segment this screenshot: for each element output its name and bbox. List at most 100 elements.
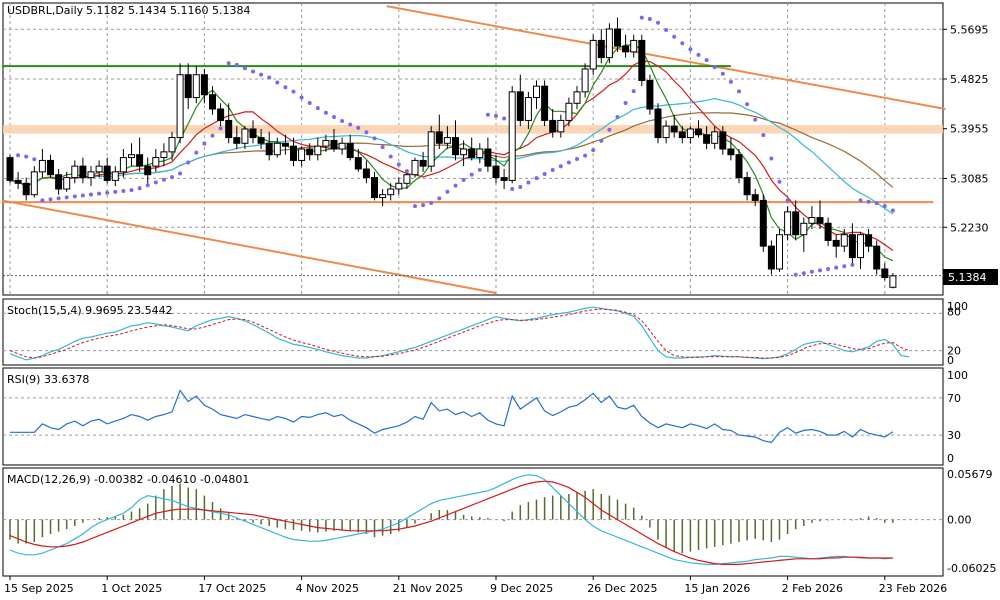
psar-dot: [445, 189, 450, 194]
x-tick-label: 23 Feb 2026: [879, 582, 947, 595]
psar-dot: [793, 272, 798, 277]
psar-dot: [890, 208, 895, 213]
candle-up: [662, 125, 670, 139]
macd-lines: [9, 474, 893, 566]
candle-up: [589, 39, 597, 70]
psar-dot: [194, 150, 199, 155]
candle-down: [678, 131, 686, 139]
psar-dot: [234, 62, 239, 67]
candle-down: [257, 137, 265, 144]
psar-dot: [850, 262, 855, 267]
psar-dot: [153, 180, 158, 185]
candle-down: [265, 142, 273, 156]
candle-up: [403, 174, 411, 184]
psar-dot: [56, 196, 61, 201]
psar-dot: [607, 127, 612, 132]
candle-up: [427, 131, 435, 167]
candle-up: [128, 154, 135, 159]
psar-dot: [866, 199, 871, 204]
candle-down: [654, 108, 662, 139]
psar-dot: [178, 171, 183, 176]
psar-dot: [712, 65, 717, 70]
psar-dot: [129, 188, 134, 193]
macd-pane-frame: [2, 467, 944, 577]
candle-up: [395, 182, 403, 190]
psar-dot: [396, 162, 401, 167]
psar-dot: [145, 183, 150, 188]
psar-dot: [461, 177, 466, 182]
candle-up: [840, 234, 848, 247]
psar-dot: [688, 47, 693, 52]
candle-up: [784, 211, 792, 236]
psar-dot: [485, 112, 490, 117]
psar-dot: [874, 201, 879, 206]
candle-down: [516, 91, 524, 121]
candle-down: [290, 145, 297, 161]
x-tick-label: 26 Dec 2025: [587, 582, 657, 595]
candle-up: [411, 159, 419, 176]
psar-dot: [72, 194, 77, 199]
rsi-scale-label: 70: [947, 392, 961, 405]
psar-dot: [809, 269, 814, 274]
psar-dot: [656, 20, 660, 25]
candle-down: [865, 234, 873, 247]
psar-dot: [858, 198, 863, 203]
rsi-scale-label: 30: [947, 429, 961, 442]
upper-trend-line: [386, 5, 946, 110]
candle-down: [200, 74, 208, 96]
candle-up: [387, 188, 395, 196]
candle-down: [217, 108, 225, 121]
psar-dot: [259, 72, 264, 77]
psar-dot: [340, 118, 345, 123]
candle-down: [727, 148, 735, 156]
candle-up: [776, 234, 783, 270]
stochastic-scale-label: 20: [947, 345, 961, 358]
parabolic-sar-dots: [16, 15, 895, 277]
candle-down: [614, 28, 621, 47]
current-price-marker: 5.1384: [943, 269, 998, 285]
symbol-title: USDBRL,Daily: [7, 4, 84, 17]
candles: [6, 17, 897, 289]
candle-down: [881, 268, 889, 279]
candle-down: [541, 85, 549, 121]
rsi-scale-label: 100: [947, 369, 968, 382]
x-tick-label: 15 Sep 2025: [4, 582, 74, 595]
psar-dot: [170, 175, 174, 180]
psar-dot: [48, 197, 53, 202]
psar-dot: [80, 193, 85, 198]
psar-dot: [307, 101, 312, 106]
candle-up: [889, 275, 897, 288]
candle-down: [371, 177, 378, 199]
candle-up: [111, 171, 119, 181]
macd-axis: 0.05679 0.00 -0.06025: [947, 468, 996, 575]
x-tick-label: 21 Nov 2025: [393, 582, 463, 595]
psar-dot: [753, 117, 758, 122]
candle-down: [136, 154, 144, 167]
rsi-lines: [10, 389, 894, 444]
candle-down: [354, 157, 362, 170]
candle-up: [168, 137, 176, 153]
candle-up: [533, 85, 540, 99]
psar-dot: [882, 204, 887, 209]
candle-down: [743, 177, 751, 196]
candle-down: [767, 245, 775, 270]
psar-dot: [40, 198, 45, 203]
candle-down: [873, 245, 881, 270]
candle-down: [452, 137, 459, 156]
candle-down: [500, 177, 508, 181]
psar-dot: [315, 106, 320, 111]
candle-up: [273, 142, 281, 156]
candle-up: [686, 128, 694, 139]
candle-up: [630, 39, 638, 53]
candle-down: [209, 94, 216, 110]
candle-up: [443, 137, 451, 144]
psar-dot: [591, 148, 596, 153]
psar-dot: [429, 201, 434, 206]
lower-trend-line: [1, 199, 497, 294]
psar-dot: [32, 157, 37, 162]
candle-down: [549, 119, 557, 133]
psar-dot: [510, 187, 515, 191]
psar-dot: [267, 75, 272, 80]
candle-up: [338, 142, 346, 150]
